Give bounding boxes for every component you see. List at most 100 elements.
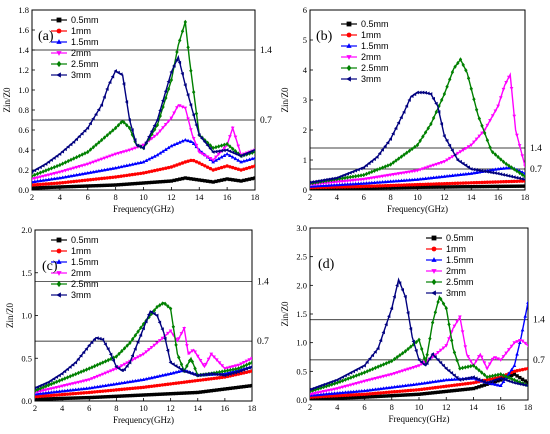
data-point-1mm — [439, 182, 444, 186]
data-point-2.5mm — [444, 306, 448, 311]
data-point-1mm — [152, 384, 157, 388]
data-point-2mm — [220, 364, 225, 368]
data-point-3mm — [388, 137, 392, 141]
data-point-0.5mm — [36, 397, 40, 401]
data-point-1mm — [349, 393, 353, 397]
data-point-3mm — [63, 147, 67, 152]
data-point-2mm — [485, 367, 489, 371]
data-point-3mm — [479, 378, 484, 383]
data-point-0.5mm — [480, 184, 484, 189]
legend-entry-2.5mm: 2.5mm — [71, 59, 99, 69]
data-point-1.5mm — [166, 372, 170, 376]
data-point-2.5mm — [469, 86, 473, 91]
data-point-1.5mm — [332, 391, 337, 395]
data-point-0.5mm — [209, 389, 214, 393]
data-point-0.5mm — [92, 395, 97, 400]
data-point-2.5mm — [214, 144, 218, 150]
data-point-2mm — [81, 379, 86, 383]
data-point-2.5mm — [187, 358, 192, 364]
data-point-3mm — [222, 373, 227, 378]
data-point-0.5mm — [200, 178, 204, 183]
data-point-3mm — [174, 364, 178, 368]
data-point-3mm — [219, 148, 223, 153]
data-point-0.5mm — [49, 397, 53, 401]
data-point-2.5mm — [106, 357, 110, 363]
legend-entry-2mm: 2mm — [446, 266, 466, 276]
data-point-1.5mm — [487, 381, 492, 385]
data-point-1mm — [239, 168, 243, 172]
data-point-0.5mm — [212, 388, 216, 393]
data-point-0.5mm — [418, 185, 422, 189]
y-axis-label: Zin/Z0 — [5, 303, 15, 328]
data-point-0.5mm — [98, 395, 102, 399]
data-point-1.5mm — [119, 381, 124, 385]
data-point-2.5mm — [92, 363, 97, 369]
data-point-2.5mm — [63, 160, 68, 165]
data-point-2.5mm — [447, 322, 451, 327]
data-point-1.5mm — [362, 388, 367, 393]
data-point-1mm — [359, 184, 363, 189]
data-point-1mm — [418, 182, 422, 187]
data-point-1.5mm — [100, 383, 105, 388]
data-point-1mm — [68, 392, 72, 396]
data-point-1.5mm — [144, 376, 149, 381]
data-point-2.5mm — [477, 367, 481, 373]
data-point-1mm — [335, 394, 339, 398]
data-point-2.5mm — [464, 68, 468, 73]
data-point-1.5mm — [244, 158, 249, 162]
data-point-2.5mm — [423, 130, 428, 135]
data-point-1mm — [242, 371, 246, 375]
data-point-2mm — [230, 126, 235, 131]
data-point-1.5mm — [241, 159, 246, 163]
data-point-1mm — [147, 384, 151, 389]
legend-entry-1mm: 1mm — [361, 30, 381, 40]
data-point-1.5mm — [133, 161, 138, 166]
data-point-0.5mm — [479, 384, 484, 388]
data-point-2mm — [431, 163, 436, 168]
data-point-1mm — [150, 169, 154, 173]
data-point-2mm — [147, 348, 151, 352]
data-point-0.5mm — [413, 185, 417, 190]
data-point-0.5mm — [411, 392, 416, 397]
data-point-3mm — [342, 172, 347, 177]
data-point-3mm — [364, 163, 368, 168]
data-point-3mm — [334, 176, 339, 180]
data-point-2mm — [168, 329, 173, 333]
data-point-2mm — [404, 170, 409, 175]
data-point-2mm — [193, 350, 197, 354]
data-point-0.5mm — [205, 179, 210, 183]
data-point-1.5mm — [85, 170, 90, 175]
data-point-2mm — [373, 376, 378, 381]
data-point-0.5mm — [158, 392, 162, 396]
data-point-2mm — [223, 367, 227, 371]
y-tick-label: 0.0 — [296, 395, 307, 405]
data-point-2.5mm — [130, 336, 135, 342]
data-point-1.5mm — [38, 178, 43, 183]
data-point-2.5mm — [421, 134, 425, 139]
data-point-1.5mm — [219, 155, 224, 159]
data-point-2.5mm — [127, 125, 132, 131]
data-point-2mm — [353, 178, 358, 183]
data-point-1mm — [84, 390, 89, 395]
data-point-1mm — [158, 167, 162, 172]
data-point-2mm — [113, 152, 118, 157]
data-point-2mm — [105, 155, 110, 160]
data-point-1mm — [244, 370, 249, 374]
legend-marker-3mm — [431, 290, 436, 296]
data-point-3mm — [381, 330, 385, 335]
data-point-3mm — [130, 353, 135, 358]
data-point-1.5mm — [346, 390, 351, 394]
data-point-3mm — [206, 372, 210, 376]
data-point-1.5mm — [453, 173, 457, 177]
data-point-3mm — [445, 138, 449, 143]
data-point-2mm — [88, 161, 93, 166]
data-point-2.5mm — [133, 333, 138, 338]
data-point-1.5mm — [247, 157, 252, 161]
data-point-1mm — [136, 172, 140, 176]
data-point-3mm — [446, 368, 451, 373]
data-point-0.5mm — [177, 391, 181, 396]
data-point-3mm — [184, 370, 189, 374]
data-point-2mm — [407, 170, 412, 174]
data-point-1.5mm — [364, 181, 369, 185]
